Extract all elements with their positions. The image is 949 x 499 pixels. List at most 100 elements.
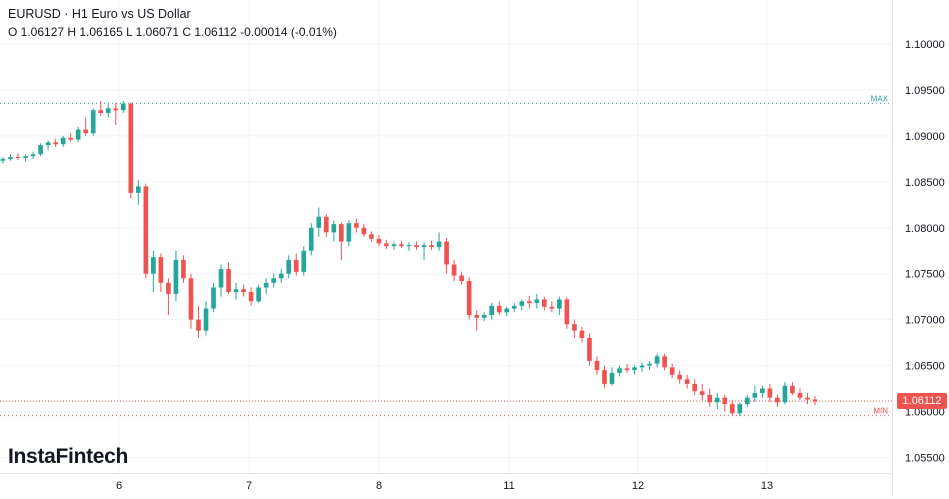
y-tick-label: 1.07000 xyxy=(905,315,945,327)
candle-body xyxy=(53,142,58,145)
candle xyxy=(68,133,73,142)
candle xyxy=(248,287,254,306)
candle-body xyxy=(308,227,314,251)
candle-body xyxy=(346,223,352,242)
candle-body xyxy=(301,250,307,272)
y-tick-label: 1.06500 xyxy=(905,361,945,373)
x-tick-label: 13 xyxy=(761,480,773,492)
candle xyxy=(677,370,682,384)
candle xyxy=(256,284,261,304)
min-line-label: MIN xyxy=(873,407,888,416)
candle xyxy=(38,143,43,157)
candle-body xyxy=(218,269,224,288)
x-tick-label: 11 xyxy=(503,480,514,492)
candle-body xyxy=(737,404,743,414)
candle-body xyxy=(188,278,194,320)
candle-body xyxy=(594,360,600,371)
candle xyxy=(436,232,442,251)
candle xyxy=(451,259,457,282)
candle xyxy=(361,224,367,237)
candle-body xyxy=(782,385,788,403)
candle-body xyxy=(113,108,119,111)
candle-body xyxy=(504,308,510,313)
candle xyxy=(83,117,89,136)
candle xyxy=(173,250,179,302)
candle-body xyxy=(60,137,66,145)
candle xyxy=(647,360,652,371)
candle xyxy=(98,101,104,116)
candle-body xyxy=(98,110,104,113)
candle-body xyxy=(760,388,765,394)
y-tick-label: 1.09500 xyxy=(905,85,945,97)
candle-body xyxy=(323,216,329,233)
grid xyxy=(0,0,892,473)
candle-body xyxy=(30,154,36,157)
candle xyxy=(113,102,119,125)
candle xyxy=(692,379,698,395)
candle-body xyxy=(466,281,472,316)
candle-body xyxy=(331,224,337,233)
candle xyxy=(60,135,66,147)
candle-body xyxy=(361,227,367,235)
candle-body xyxy=(572,324,577,331)
candle xyxy=(699,383,705,401)
candle xyxy=(572,319,577,338)
candle-body xyxy=(519,301,525,306)
candle xyxy=(542,296,547,311)
candle xyxy=(105,103,111,118)
candle xyxy=(775,394,780,407)
candle-body xyxy=(15,157,21,159)
y-tick-label: 1.06000 xyxy=(905,406,945,418)
x-tick-label: 12 xyxy=(632,480,644,492)
candle xyxy=(752,385,758,403)
candle xyxy=(226,262,231,294)
candle-body xyxy=(339,224,344,242)
candle-body xyxy=(421,245,427,248)
candle-body xyxy=(790,385,795,394)
candle-body xyxy=(729,404,735,414)
y-tick-label: 1.09000 xyxy=(905,131,945,143)
candle xyxy=(662,353,667,371)
candle xyxy=(654,353,660,368)
candle xyxy=(797,388,803,401)
candle xyxy=(609,367,615,386)
candle-body xyxy=(632,367,637,371)
candle xyxy=(684,374,690,389)
candle-body xyxy=(451,264,457,276)
candle-body xyxy=(0,158,6,161)
candle xyxy=(271,273,276,288)
candle xyxy=(143,183,149,279)
candle xyxy=(211,282,216,313)
candle-body xyxy=(406,245,412,247)
candle-body xyxy=(354,223,359,228)
candle xyxy=(354,218,359,233)
candle xyxy=(474,310,479,331)
candle-body xyxy=(196,319,201,331)
candle-body xyxy=(429,245,434,248)
candle xyxy=(639,362,645,372)
candle-body xyxy=(293,259,299,272)
candle xyxy=(316,207,322,237)
candle-body xyxy=(805,397,810,400)
candle xyxy=(722,394,728,412)
candle xyxy=(128,101,134,199)
candle xyxy=(188,273,194,329)
candle xyxy=(218,264,224,297)
candle-body xyxy=(602,370,607,384)
candle-body xyxy=(617,368,622,373)
candle-body xyxy=(489,305,495,316)
candles xyxy=(0,101,818,417)
chart-header: EURUSD · H1 Euro vs US Dollar O 1.06127 … xyxy=(8,5,337,41)
candle-body xyxy=(699,391,705,395)
candle-body xyxy=(647,363,652,366)
candle xyxy=(301,246,307,276)
candle-body xyxy=(369,234,374,239)
candle xyxy=(421,242,427,260)
candle xyxy=(384,239,389,249)
candle-body xyxy=(263,282,269,288)
candle xyxy=(624,363,630,373)
candle xyxy=(602,365,607,389)
candle xyxy=(90,108,96,136)
candle-body xyxy=(654,356,660,364)
